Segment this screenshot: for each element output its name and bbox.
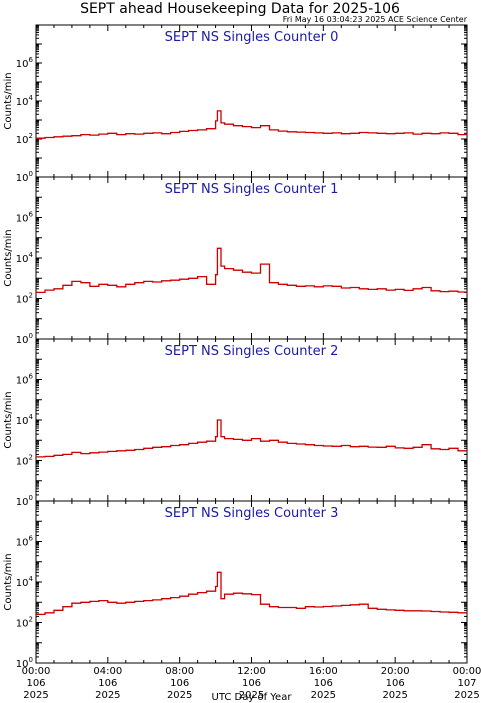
y-tick-label: 104 <box>16 575 34 589</box>
y-tick-label: 106 <box>16 373 34 387</box>
x-tick-label-year: 2025 <box>95 690 120 701</box>
x-tick-label-year: 2025 <box>382 690 407 701</box>
x-tick-label-day: 106 <box>98 678 117 689</box>
panel-title: SEPT NS Singles Counter 0 <box>165 30 339 45</box>
panel-frame <box>35 24 468 178</box>
y-tick-label: 106 <box>16 56 34 70</box>
panel-3: 100 102 104 106 SEPT NS Singles Counter 3 Cou… <box>3 500 468 670</box>
y-tick-label: 102 <box>16 132 33 146</box>
x-tick-label-year: 2025 <box>311 690 336 701</box>
y-tick-label: 106 <box>16 211 34 225</box>
x-tick-label-day: 106 <box>26 678 45 689</box>
x-tick-label-year: 2025 <box>454 690 479 701</box>
panel-title: SEPT NS Singles Counter 3 <box>165 506 339 521</box>
y-tick-label: 102 <box>16 292 33 306</box>
x-tick-label-day: 106 <box>170 678 189 689</box>
series-line-0 <box>36 110 467 139</box>
y-tick-label: 102 <box>16 616 33 630</box>
x-tick-label-time: 00:00 <box>453 666 481 677</box>
x-tick-label-year: 2025 <box>239 690 264 701</box>
x-tick-label-day: 106 <box>386 678 405 689</box>
panel-0: 100 102 104 106 SEPT NS Singles Counter 0 Cou… <box>3 24 468 184</box>
x-axis-label: UTC Day of Year <box>212 692 293 703</box>
y-tick-label: 106 <box>16 535 34 549</box>
panel-1: 100 102 104 106 SEPT NS Singles Counter 1 Cou… <box>3 176 468 346</box>
panel-2: 100 102 104 106 SEPT NS Singles Counter 2 Cou… <box>3 338 468 508</box>
y-tick-label: 104 <box>16 413 34 427</box>
x-tick-label-day: 107 <box>457 678 476 689</box>
page-title: SEPT ahead Housekeeping Data for 2025-10… <box>80 1 400 17</box>
series-line-3 <box>36 571 467 616</box>
panel-frame <box>35 176 468 340</box>
x-tick-label-day: 106 <box>314 678 333 689</box>
y-tick-label: 100 <box>16 170 33 184</box>
y-tick-label: 104 <box>16 251 34 265</box>
y-tick-label: 102 <box>16 454 33 468</box>
series-line-1 <box>36 247 467 294</box>
y-tick-label: 100 <box>16 656 33 670</box>
x-tick-label-time: 04:00 <box>93 666 122 677</box>
x-tick-label-year: 2025 <box>167 690 192 701</box>
panels: 100 102 104 106 SEPT NS Singles Counter 0 Cou… <box>3 24 468 670</box>
panel-title: SEPT NS Singles Counter 1 <box>165 182 339 197</box>
panel-frame <box>35 338 468 502</box>
x-tick-label-year: 2025 <box>23 690 48 701</box>
y-tick-label: 100 <box>16 494 33 508</box>
series-line-2 <box>36 419 467 458</box>
y-axis-label: Counts/min <box>3 72 14 129</box>
x-axis: 00:00106202504:00106202508:00106202512:0… <box>22 666 481 703</box>
x-tick-label-day: 106 <box>242 678 261 689</box>
panel-frame <box>35 500 468 664</box>
x-tick-label-time: 12:00 <box>237 666 266 677</box>
y-axis-label: Counts/min <box>3 391 14 448</box>
panel-title: SEPT NS Singles Counter 2 <box>165 344 339 359</box>
x-tick-label-time: 00:00 <box>22 666 51 677</box>
x-tick-label-time: 08:00 <box>165 666 194 677</box>
y-tick-label: 100 <box>16 332 33 346</box>
x-tick-label-time: 16:00 <box>309 666 338 677</box>
y-axis-label: Counts/min <box>3 229 14 286</box>
x-tick-label-time: 20:00 <box>381 666 410 677</box>
y-axis-label: Counts/min <box>3 553 14 610</box>
y-tick-label: 104 <box>16 94 34 108</box>
timestamp: Fri May 16 03:04:23 2025 ACE Science Cen… <box>283 15 468 24</box>
